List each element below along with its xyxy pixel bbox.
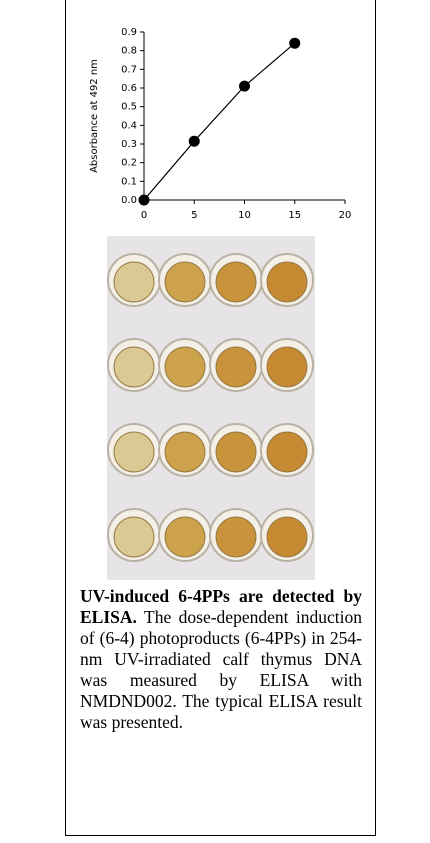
y-tick-label: 0.4 <box>121 120 137 131</box>
well-liquid <box>266 346 308 388</box>
well-liquid <box>215 516 257 558</box>
well-liquid <box>113 431 155 473</box>
well-liquid <box>113 346 155 388</box>
y-tick-label: 0.9 <box>121 27 137 38</box>
x-tick-label: 10 <box>238 210 251 221</box>
y-tick-label: 0.7 <box>121 64 137 75</box>
x-tick-label: 15 <box>288 210 301 221</box>
y-tick-label: 0.5 <box>121 102 137 113</box>
y-tick-label: 0.6 <box>121 83 137 94</box>
chart: Absorbance at 492 nm UV dose (J/m²) 0.00… <box>89 27 352 580</box>
caption-bold: UV-induced 6-4PPs are detected by ELISA. <box>80 586 362 627</box>
figure-frame <box>65 0 376 836</box>
well-liquid <box>215 346 257 388</box>
well-liquid <box>113 261 155 303</box>
y-tick-label: 0.2 <box>121 158 137 169</box>
x-tick-label: 5 <box>191 210 197 221</box>
well-liquid <box>266 431 308 473</box>
well-liquid <box>113 516 155 558</box>
y-tick-label: 0.3 <box>121 139 137 150</box>
well-liquid <box>164 431 206 473</box>
caption-text: The dose-dependent induction of (6-4) ph… <box>80 607 362 732</box>
caption: UV-induced 6-4PPs are detected by ELISA.… <box>80 586 362 733</box>
data-point <box>138 194 150 206</box>
well-liquid <box>266 516 308 558</box>
photo-elisa-plate <box>107 236 315 580</box>
data-point <box>188 135 200 147</box>
well-liquid <box>215 261 257 303</box>
well-liquid <box>164 346 206 388</box>
x-tick-label: 0 <box>141 210 147 221</box>
y-tick-label: 0.0 <box>121 195 137 206</box>
well-liquid <box>215 431 257 473</box>
well-liquid <box>164 516 206 558</box>
y-tick-label: 0.8 <box>121 46 137 57</box>
data-point <box>239 80 250 92</box>
x-tick-label: 20 <box>339 210 352 221</box>
well-liquid <box>164 261 206 303</box>
well-liquid <box>266 261 308 303</box>
y-axis-label: Absorbance at 492 nm <box>89 59 100 173</box>
data-line <box>143 42 296 201</box>
y-tick-label: 0.1 <box>121 176 137 187</box>
data-point <box>289 37 301 49</box>
